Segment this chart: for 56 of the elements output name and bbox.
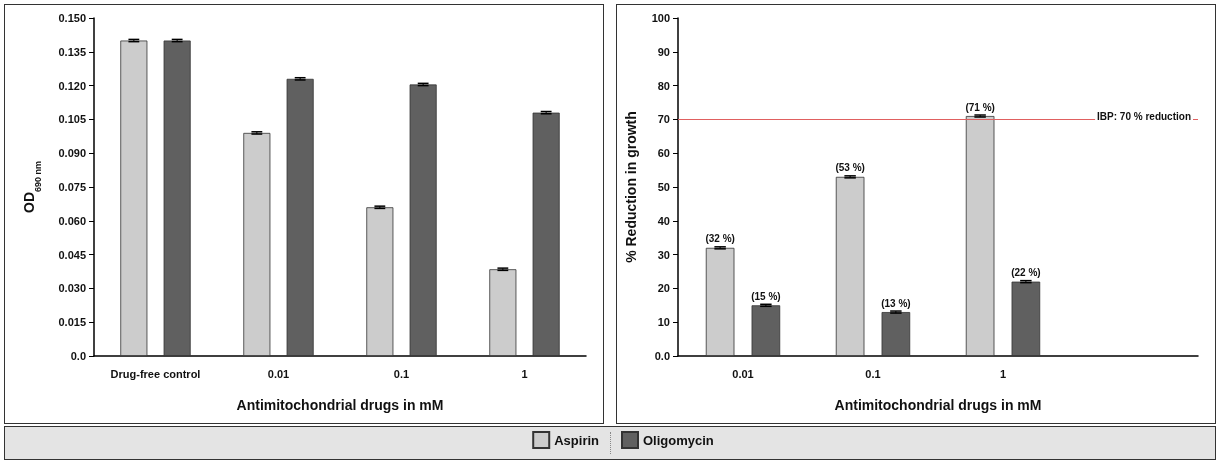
data-label: (15 %) xyxy=(751,290,781,302)
y-tick-label: 0.045 xyxy=(58,248,86,261)
x-tick-label: 0.1 xyxy=(393,367,410,380)
bar xyxy=(965,116,995,356)
y-tick-label: 0.105 xyxy=(58,113,86,126)
ref-line-label: IBP: 70 % reduction xyxy=(1097,110,1191,122)
data-label: (22 %) xyxy=(1011,267,1041,279)
y-tick-label: 80 xyxy=(657,79,670,92)
bar xyxy=(881,312,911,356)
y-tick-label: 0.120 xyxy=(58,79,86,92)
bar xyxy=(835,176,865,356)
bar xyxy=(243,132,271,356)
x-tick-label: 0.1 xyxy=(865,367,881,380)
y-tick-label: 40 xyxy=(657,214,670,227)
y-tick-label: 0.150 xyxy=(58,12,86,24)
legend-label: Aspirin xyxy=(554,432,600,448)
bar xyxy=(751,305,781,356)
y-tick-label: 0.015 xyxy=(58,316,86,329)
bar xyxy=(532,112,560,356)
bar xyxy=(1011,281,1041,356)
y-tick-label: 0.0 xyxy=(70,350,86,362)
x-tick-label: 0.01 xyxy=(267,367,290,380)
y-tick-label: 100 xyxy=(651,12,670,24)
bar xyxy=(489,269,517,356)
y-tick-label: 30 xyxy=(657,248,670,261)
y-tick-label: 90 xyxy=(657,45,670,58)
y-axis-title: OD690 nm xyxy=(21,160,43,214)
y-tick-label: 0.030 xyxy=(58,282,86,295)
x-axis-title: Antimitochondrial drugs in mM xyxy=(236,397,444,413)
x-tick-label: 1 xyxy=(521,367,528,380)
data-label: (53 %) xyxy=(835,162,865,174)
y-tick-label: 20 xyxy=(657,282,670,295)
data-label: (32 %) xyxy=(705,233,735,245)
data-label: (71 %) xyxy=(965,101,995,113)
x-tick-label: 0.01 xyxy=(732,367,754,380)
legend-label: Oligomycin xyxy=(643,432,714,448)
y-tick-label: 70 xyxy=(657,113,670,126)
y-tick-label: 50 xyxy=(657,181,670,193)
data-label: (13 %) xyxy=(881,297,911,309)
bar xyxy=(286,78,314,356)
x-tick-label: 1 xyxy=(999,367,1007,380)
y-axis-title: % Reduction in growth xyxy=(623,111,639,263)
y-tick-label: 0.075 xyxy=(58,181,86,193)
bar xyxy=(705,247,735,356)
bar xyxy=(163,40,191,356)
x-axis-title: Antimitochondrial drugs in mM xyxy=(834,397,1042,413)
y-tick-label: 0.0 xyxy=(654,350,670,362)
x-tick-label: Drug-free control xyxy=(110,367,201,380)
y-tick-label: 60 xyxy=(657,147,670,160)
bar xyxy=(366,207,394,356)
bar xyxy=(120,40,148,356)
y-tick-label: 0.135 xyxy=(58,45,86,58)
y-tick-label: 10 xyxy=(657,316,670,329)
y-tick-label: 0.090 xyxy=(58,147,86,160)
y-tick-label: 0.060 xyxy=(58,214,86,227)
bar xyxy=(409,84,437,356)
